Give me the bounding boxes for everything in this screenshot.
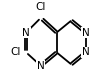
Text: Cl: Cl: [36, 2, 46, 12]
Text: N: N: [37, 61, 45, 71]
Text: N: N: [22, 28, 30, 38]
Text: N: N: [82, 47, 90, 57]
Text: Cl: Cl: [10, 47, 21, 57]
Text: N: N: [82, 28, 90, 38]
